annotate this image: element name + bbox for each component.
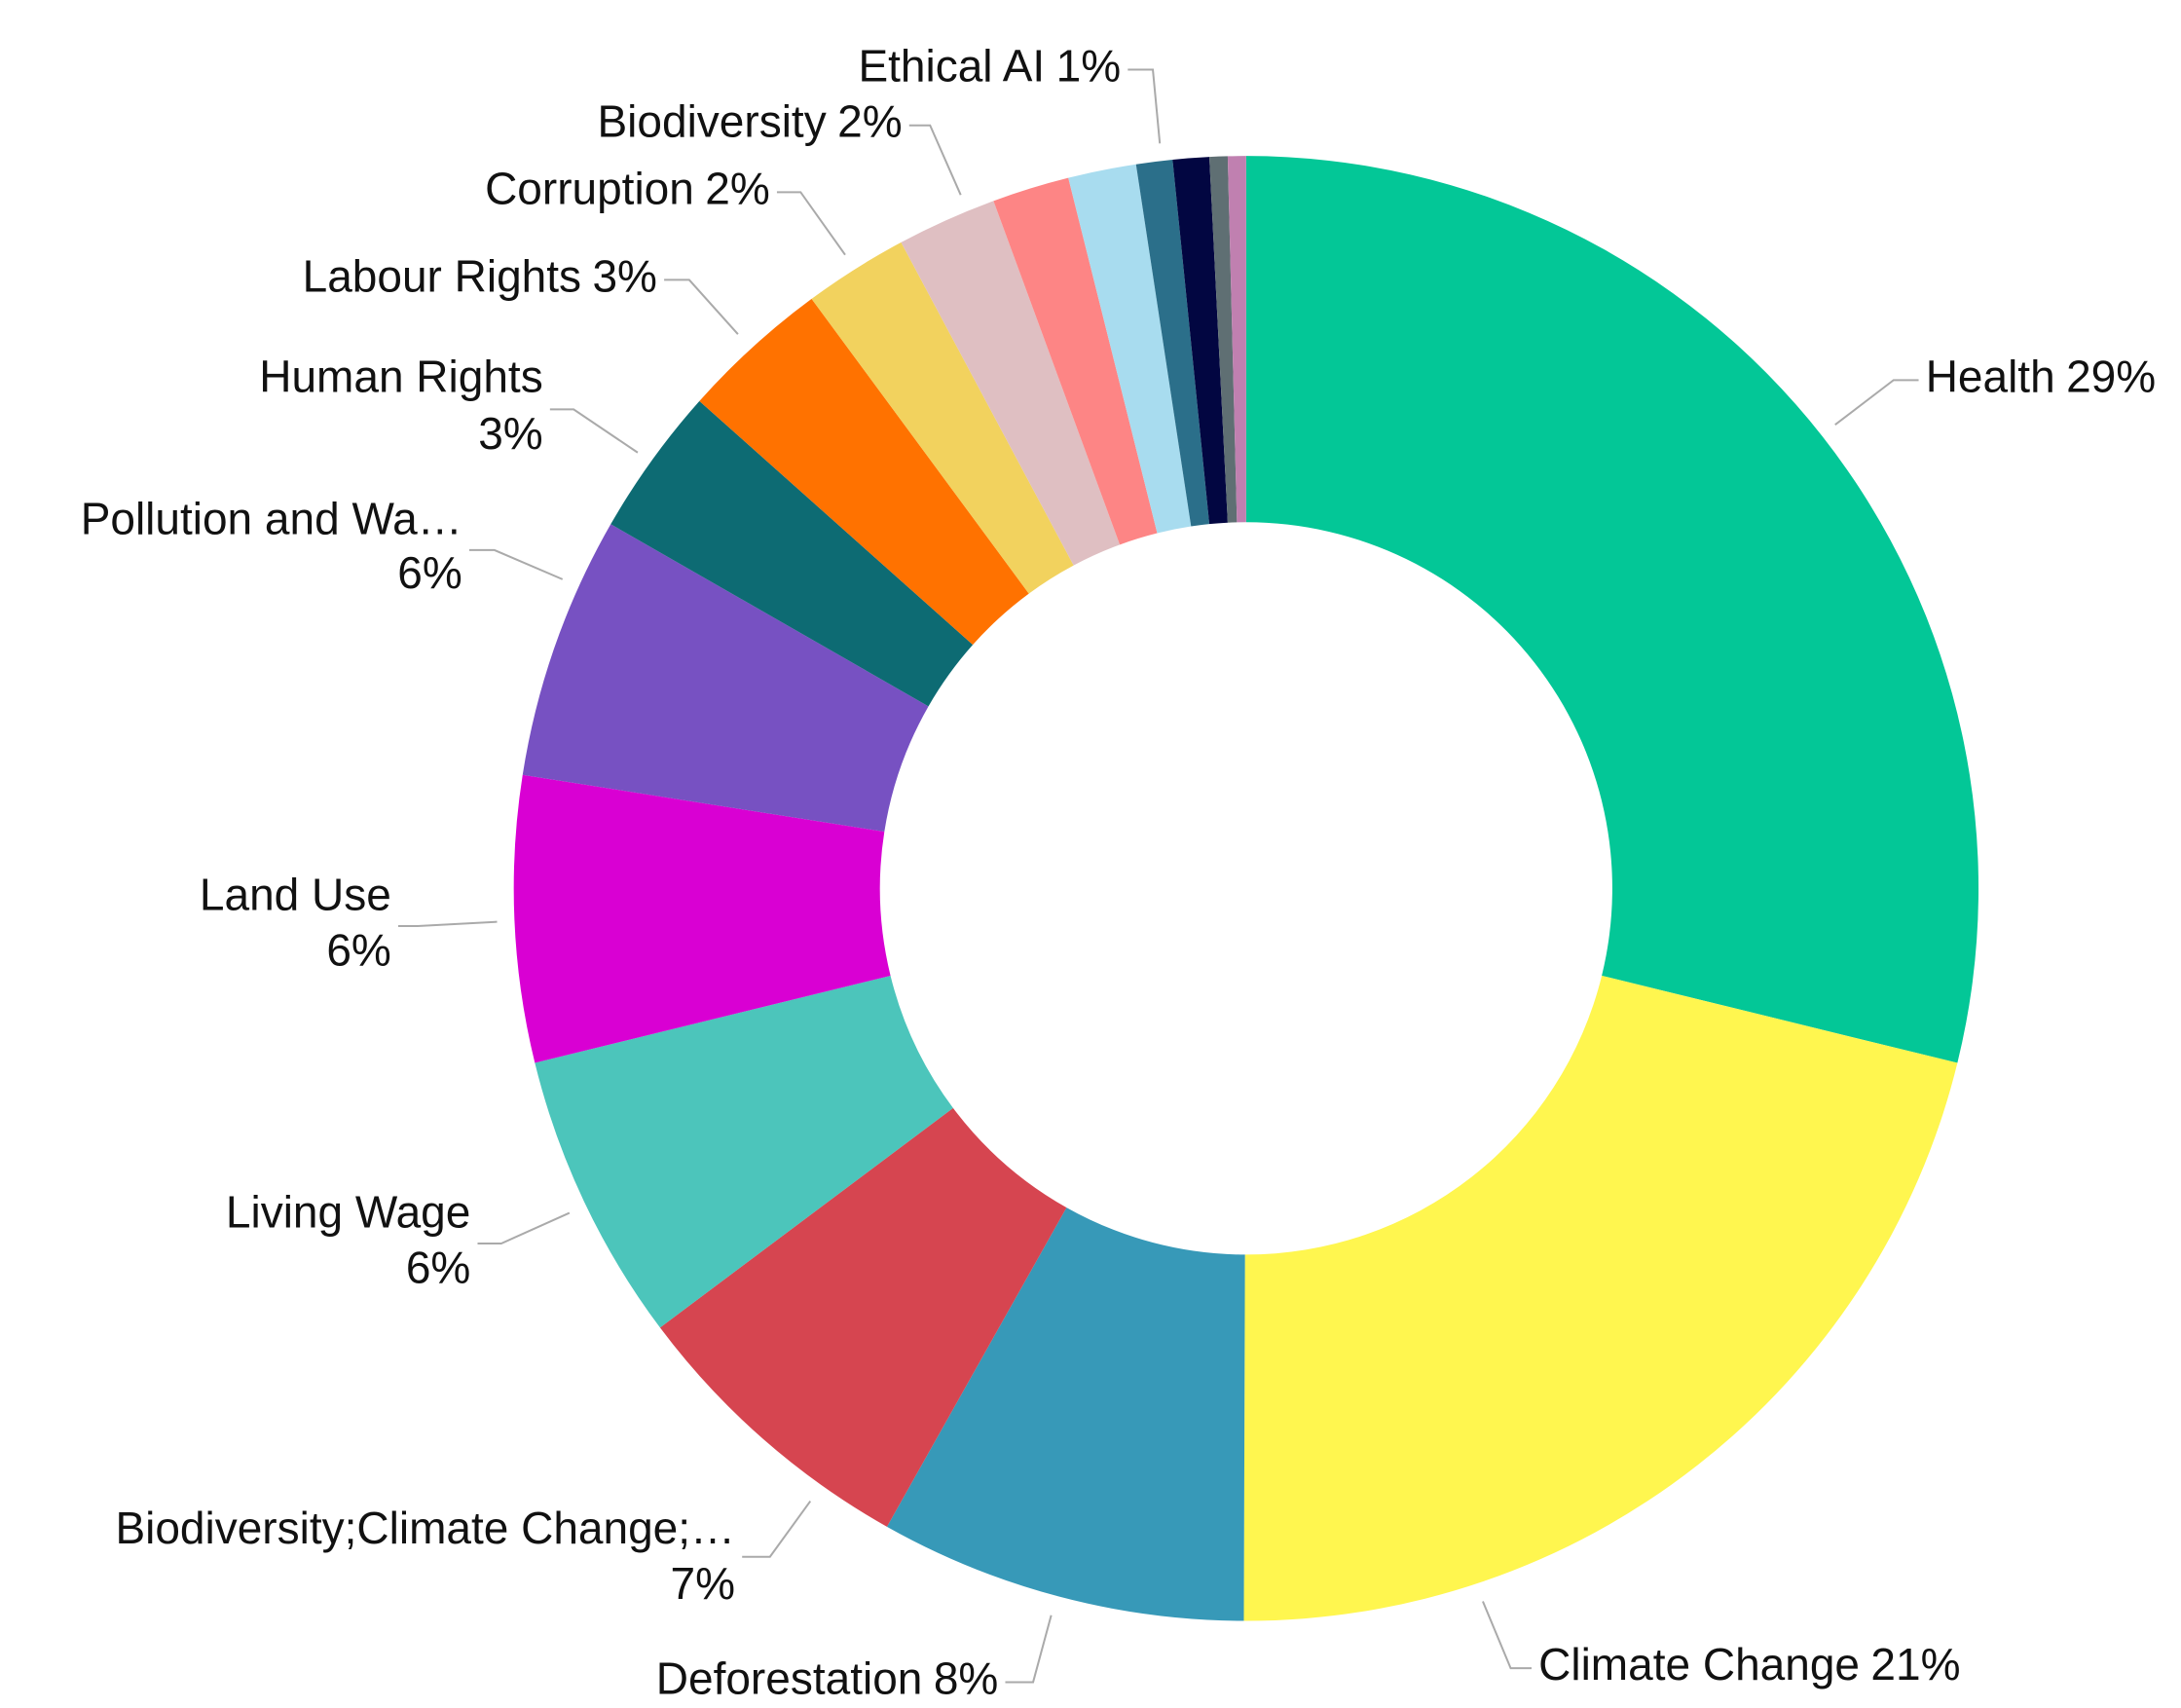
data-label: Land Use 6%: [200, 870, 391, 976]
category-label: Human Rights: [259, 352, 542, 402]
value-label: 6%: [397, 547, 462, 598]
value-label: 7%: [671, 1558, 735, 1609]
donut-slice: [1068, 164, 1192, 534]
data-label: Climate Change 21%: [1538, 1639, 1960, 1689]
category-label: Biodiversity: [598, 96, 827, 147]
donut-slice: [659, 1107, 1067, 1527]
category-label: Biodiversity;Climate Change;…: [115, 1503, 735, 1553]
leader-line: [908, 124, 962, 196]
donut-slice: [993, 177, 1158, 545]
leader-line: [1482, 1601, 1532, 1670]
value-label: 2%: [837, 96, 902, 147]
value-label: 3%: [592, 251, 656, 302]
category-label: Climate Change: [1538, 1639, 1860, 1689]
donut-slice: [513, 774, 891, 1063]
donut-slice: [1209, 156, 1238, 523]
data-label: Biodiversity 2%: [598, 96, 903, 147]
donut-slice: [610, 400, 974, 707]
donut-slice: [522, 524, 929, 833]
data-label: Pollution and Wa… 6%: [81, 493, 462, 598]
donut-slice: [811, 241, 1074, 594]
category-label: Pollution and Wa…: [81, 493, 462, 543]
leader-line: [397, 920, 498, 927]
category-label: Living Wage: [226, 1187, 470, 1238]
data-label: Ethical AI 1%: [858, 41, 1121, 92]
leader-line: [1005, 1615, 1053, 1684]
value-label: 3%: [478, 408, 542, 459]
data-label: Health 29%: [1926, 352, 2156, 402]
leader-line: [742, 1500, 812, 1558]
value-label: 2%: [705, 163, 769, 213]
category-label: Land Use: [200, 870, 391, 920]
leader-line: [776, 191, 846, 256]
donut-slice: [901, 201, 1121, 566]
donut-slice: [886, 1207, 1245, 1621]
donut-slice: [1135, 159, 1210, 527]
data-label: Deforestation 8%: [656, 1653, 999, 1704]
category-label: Ethical AI: [858, 41, 1045, 92]
data-label: Living Wage 6%: [226, 1187, 470, 1293]
leader-line: [468, 548, 564, 580]
category-label: Corruption: [485, 163, 694, 213]
donut-slice: [1172, 157, 1228, 525]
leader-line: [549, 408, 639, 454]
leader-line: [477, 1211, 571, 1244]
data-label: Human Rights 3%: [259, 352, 542, 460]
donut-slice: [1245, 156, 1979, 1063]
value-label: 21%: [1870, 1639, 1960, 1689]
data-label: Biodiversity;Climate Change;… 7%: [115, 1503, 735, 1609]
category-label: Labour Rights: [303, 251, 581, 302]
donut-slice: [535, 975, 953, 1328]
donut-slice: [1243, 975, 1958, 1621]
category-label: Deforestation: [656, 1653, 923, 1704]
leader-line: [664, 278, 739, 335]
value-label: 8%: [934, 1653, 998, 1704]
leader-line: [1127, 68, 1162, 144]
value-label: 1%: [1056, 41, 1121, 92]
value-label: 29%: [2066, 352, 2156, 402]
donut-slice: [699, 298, 1029, 646]
value-label: 6%: [326, 925, 390, 976]
donut-slice: [1227, 156, 1246, 523]
data-label: Labour Rights 3%: [303, 251, 657, 302]
category-label: Health: [1926, 352, 2055, 402]
value-label: 6%: [406, 1243, 470, 1293]
data-label: Corruption 2%: [485, 163, 770, 213]
leader-line: [1834, 379, 1919, 426]
